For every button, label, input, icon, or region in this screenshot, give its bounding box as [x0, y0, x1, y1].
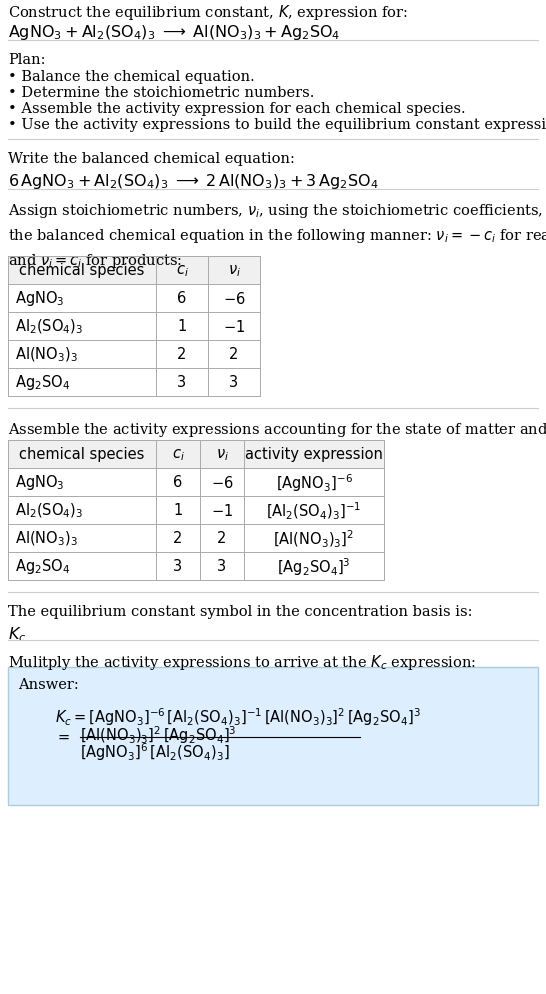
- Text: $-1$: $-1$: [211, 503, 233, 519]
- Bar: [8, 341, 260, 369]
- Text: • Assemble the activity expression for each chemical species.: • Assemble the activity expression for e…: [8, 102, 466, 116]
- Text: Answer:: Answer:: [18, 677, 79, 691]
- Text: $\mathrm{Al(NO_3)_3}$: $\mathrm{Al(NO_3)_3}$: [15, 529, 78, 548]
- Text: Construct the equilibrium constant, $K$, expression for:: Construct the equilibrium constant, $K$,…: [8, 3, 408, 22]
- Text: Mulitply the activity expressions to arrive at the $K_c$ expression:: Mulitply the activity expressions to arr…: [8, 652, 476, 671]
- Text: activity expression: activity expression: [245, 447, 383, 462]
- Bar: [8, 525, 384, 553]
- Text: $\mathrm{AgNO_3 + Al_2(SO_4)_3 \;\longrightarrow\; Al(NO_3)_3 + Ag_2SO_4}$: $\mathrm{AgNO_3 + Al_2(SO_4)_3 \;\longri…: [8, 23, 341, 42]
- Text: Assign stoichiometric numbers, $\nu_i$, using the stoichiometric coefficients, $: Assign stoichiometric numbers, $\nu_i$, …: [8, 202, 546, 270]
- Text: chemical species: chemical species: [19, 263, 145, 278]
- Text: $c_i$: $c_i$: [171, 446, 185, 462]
- Bar: [8, 284, 260, 313]
- Text: $[\mathrm{Ag_2SO_4}]^{3}$: $[\mathrm{Ag_2SO_4}]^{3}$: [277, 556, 351, 578]
- Text: • Balance the chemical equation.: • Balance the chemical equation.: [8, 70, 255, 83]
- Text: 6: 6: [177, 291, 187, 306]
- Bar: [8, 496, 384, 525]
- Text: $\mathrm{Al_2(SO_4)_3}$: $\mathrm{Al_2(SO_4)_3}$: [15, 317, 84, 336]
- Text: $\mathrm{Al_2(SO_4)_3}$: $\mathrm{Al_2(SO_4)_3}$: [15, 501, 84, 520]
- Bar: [8, 369, 260, 397]
- Text: 2: 2: [173, 531, 183, 546]
- Text: 1: 1: [174, 503, 182, 518]
- Text: 2: 2: [177, 347, 187, 362]
- Text: $[\mathrm{Al_2(SO_4)_3}]^{-1}$: $[\mathrm{Al_2(SO_4)_3}]^{-1}$: [266, 500, 361, 521]
- Text: • Determine the stoichiometric numbers.: • Determine the stoichiometric numbers.: [8, 85, 314, 100]
- Text: 3: 3: [229, 375, 239, 390]
- Bar: [8, 256, 260, 284]
- Text: 2: 2: [217, 531, 227, 546]
- Text: $K_c$: $K_c$: [8, 624, 26, 643]
- Text: $\mathrm{6\,AgNO_3 + Al_2(SO_4)_3 \;\longrightarrow\; 2\,Al(NO_3)_3 + 3\,Ag_2SO_: $\mathrm{6\,AgNO_3 + Al_2(SO_4)_3 \;\lon…: [8, 172, 379, 191]
- Text: Write the balanced chemical equation:: Write the balanced chemical equation:: [8, 152, 295, 166]
- Text: $\mathrm{Al(NO_3)_3}$: $\mathrm{Al(NO_3)_3}$: [15, 346, 78, 364]
- Text: • Use the activity expressions to build the equilibrium constant expression.: • Use the activity expressions to build …: [8, 118, 546, 132]
- Text: $-1$: $-1$: [223, 319, 245, 335]
- Bar: [8, 468, 384, 496]
- Text: $-6$: $-6$: [223, 290, 245, 307]
- Text: $[\mathrm{AgNO_3}]^{-6}$: $[\mathrm{AgNO_3}]^{-6}$: [276, 472, 352, 493]
- Text: $[\mathrm{Al(NO_3)_3}]^{2}$: $[\mathrm{Al(NO_3)_3}]^{2}$: [274, 528, 354, 549]
- Bar: [8, 553, 384, 580]
- Text: $\mathrm{Ag_2SO_4}$: $\mathrm{Ag_2SO_4}$: [15, 373, 70, 392]
- Text: $[\mathrm{AgNO_3}]^{6}\,[\mathrm{Al_2(SO_4)_3}]$: $[\mathrm{AgNO_3}]^{6}\,[\mathrm{Al_2(SO…: [80, 741, 230, 762]
- Text: Plan:: Plan:: [8, 53, 45, 67]
- Text: $K_c = [\mathrm{AgNO_3}]^{-6}\,[\mathrm{Al_2(SO_4)_3}]^{-1}\,[\mathrm{Al(NO_3)_3: $K_c = [\mathrm{AgNO_3}]^{-6}\,[\mathrm{…: [55, 706, 420, 727]
- Text: 3: 3: [174, 559, 182, 574]
- Text: 2: 2: [229, 347, 239, 362]
- Text: $[\mathrm{Al(NO_3)_3}]^{2}\,[\mathrm{Ag_2SO_4}]^{3}$: $[\mathrm{Al(NO_3)_3}]^{2}\,[\mathrm{Ag_…: [80, 724, 236, 745]
- Text: $\nu_i$: $\nu_i$: [216, 446, 228, 462]
- Text: The equilibrium constant symbol in the concentration basis is:: The equilibrium constant symbol in the c…: [8, 604, 472, 618]
- Text: 1: 1: [177, 319, 187, 334]
- Text: chemical species: chemical species: [19, 447, 145, 462]
- Text: 3: 3: [177, 375, 187, 390]
- Text: $\nu_i$: $\nu_i$: [228, 262, 240, 278]
- Bar: [8, 440, 384, 468]
- Text: $=$: $=$: [55, 728, 70, 743]
- Text: $-6$: $-6$: [211, 474, 233, 490]
- FancyBboxPatch shape: [8, 667, 538, 805]
- Text: 6: 6: [174, 475, 182, 490]
- Text: $\mathrm{Ag_2SO_4}$: $\mathrm{Ag_2SO_4}$: [15, 557, 70, 576]
- Bar: [8, 313, 260, 341]
- Text: 3: 3: [217, 559, 227, 574]
- Text: $\mathrm{AgNO_3}$: $\mathrm{AgNO_3}$: [15, 473, 64, 492]
- Text: Assemble the activity expressions accounting for the state of matter and $\nu_i$: Assemble the activity expressions accoun…: [8, 420, 546, 438]
- Text: $c_i$: $c_i$: [176, 262, 188, 278]
- Text: $\mathrm{AgNO_3}$: $\mathrm{AgNO_3}$: [15, 289, 64, 308]
